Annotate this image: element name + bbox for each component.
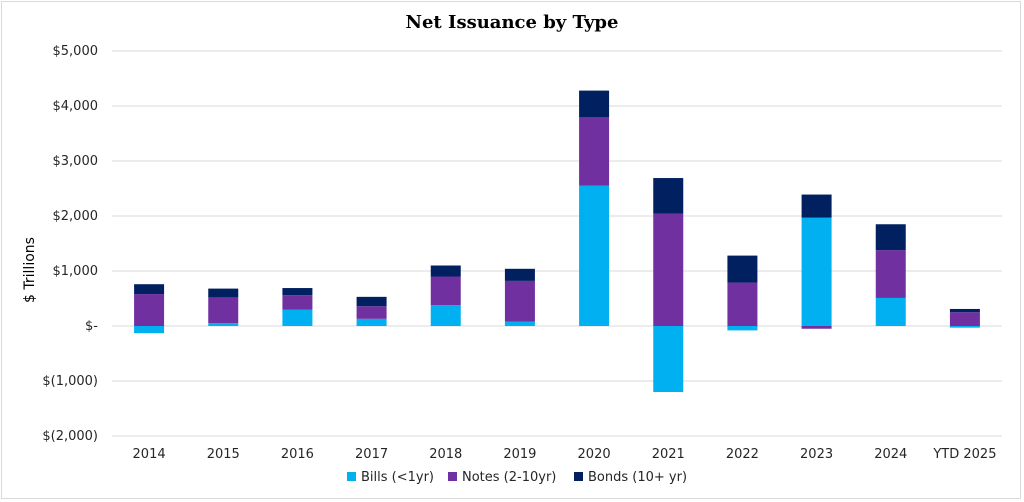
bar-notes-2024 bbox=[875, 250, 906, 298]
x-tick-labels: 2014 2015 2016 2017 2018 2019 2020 2021 2022 2023… bbox=[133, 447, 997, 462]
bar-bonds-2022 bbox=[727, 255, 758, 283]
bar-bills-2017 bbox=[356, 318, 387, 326]
gridlines bbox=[112, 50, 1002, 437]
y-tick-labels: $5,000 $4,000 $3,000 $2,000 $1,000 $- $(1,000)… bbox=[42, 44, 98, 444]
bar-bonds-2020 bbox=[579, 90, 610, 117]
bar-bonds-2015 bbox=[208, 288, 239, 298]
bar-notes-2022 bbox=[727, 282, 758, 326]
bar-bills-2024 bbox=[875, 297, 906, 326]
chart-title: Net Issuance by Type bbox=[406, 12, 619, 33]
y-tick-label: $(2,000) bbox=[42, 429, 98, 444]
legend-swatch-bills bbox=[347, 472, 356, 481]
bar-bonds-2021 bbox=[653, 178, 684, 214]
bar-notes-2020 bbox=[579, 117, 610, 186]
x-tick-label: 2021 bbox=[652, 447, 685, 462]
x-tick-label: 2022 bbox=[726, 447, 759, 462]
y-tick-label: $- bbox=[85, 319, 98, 334]
bar-bonds-2018 bbox=[430, 265, 461, 277]
bar-bonds-ytd-2025 bbox=[949, 308, 980, 313]
legend: Bills (<1yr) Notes (2-10yr) Bonds (10+ yr) bbox=[347, 470, 687, 485]
bar-notes-2019 bbox=[504, 280, 535, 322]
y-tick-label: $3,000 bbox=[53, 154, 99, 169]
bar-notes-2015 bbox=[208, 297, 239, 324]
bar-notes-2014 bbox=[134, 294, 165, 326]
y-tick-label: $5,000 bbox=[53, 44, 99, 59]
bar-bills-2016 bbox=[282, 309, 313, 326]
x-tick-label: 2014 bbox=[133, 447, 166, 462]
bar-notes-2017 bbox=[356, 306, 387, 319]
x-tick-label: 2024 bbox=[874, 447, 907, 462]
y-axis-label: $ Trillions bbox=[22, 237, 38, 303]
x-tick-label: 2015 bbox=[207, 447, 240, 462]
y-tick-label: $(1,000) bbox=[42, 374, 98, 389]
bar-notes-2016 bbox=[282, 295, 313, 310]
bar-bills-2019 bbox=[504, 321, 535, 326]
bar-bonds-2019 bbox=[504, 268, 535, 281]
legend-label: Bonds (10+ yr) bbox=[588, 470, 687, 485]
x-tick-label: 2020 bbox=[578, 447, 611, 462]
bar-notes-ytd-2025 bbox=[949, 312, 980, 326]
bar-bonds-2024 bbox=[875, 224, 906, 251]
bar-bills-2022 bbox=[727, 326, 758, 331]
legend-swatch-bonds bbox=[574, 472, 583, 481]
bars bbox=[134, 90, 980, 392]
legend-label: Notes (2-10yr) bbox=[462, 470, 556, 485]
x-tick-label: 2017 bbox=[355, 447, 388, 462]
bar-bills-2014 bbox=[134, 326, 165, 334]
x-tick-label: 2019 bbox=[503, 447, 536, 462]
bar-bills-2020 bbox=[579, 185, 610, 326]
bar-bills-2021 bbox=[653, 326, 684, 392]
y-tick-label: $4,000 bbox=[53, 99, 99, 114]
y-tick-label: $2,000 bbox=[53, 209, 99, 224]
bar-bills-2015 bbox=[208, 323, 239, 326]
bar-bonds-2017 bbox=[356, 296, 387, 307]
bar-notes-2021 bbox=[653, 213, 684, 326]
bar-bonds-2014 bbox=[134, 284, 165, 295]
bar-notes-2018 bbox=[430, 276, 461, 306]
bar-notes-2023 bbox=[801, 326, 832, 329]
bar-bills-2023 bbox=[801, 217, 832, 326]
bar-bonds-2016 bbox=[282, 288, 313, 296]
y-tick-label: $1,000 bbox=[53, 264, 99, 279]
x-tick-label: 2016 bbox=[281, 447, 314, 462]
legend-label: Bills (<1yr) bbox=[361, 470, 434, 485]
x-tick-label: 2018 bbox=[429, 447, 462, 462]
bar-bills-ytd-2025 bbox=[949, 326, 980, 328]
bar-bonds-2023 bbox=[801, 194, 832, 218]
x-tick-label: 2023 bbox=[800, 447, 833, 462]
bar-bills-2018 bbox=[430, 305, 461, 326]
x-tick-label: YTD 2025 bbox=[932, 447, 996, 462]
legend-swatch-notes bbox=[448, 472, 457, 481]
